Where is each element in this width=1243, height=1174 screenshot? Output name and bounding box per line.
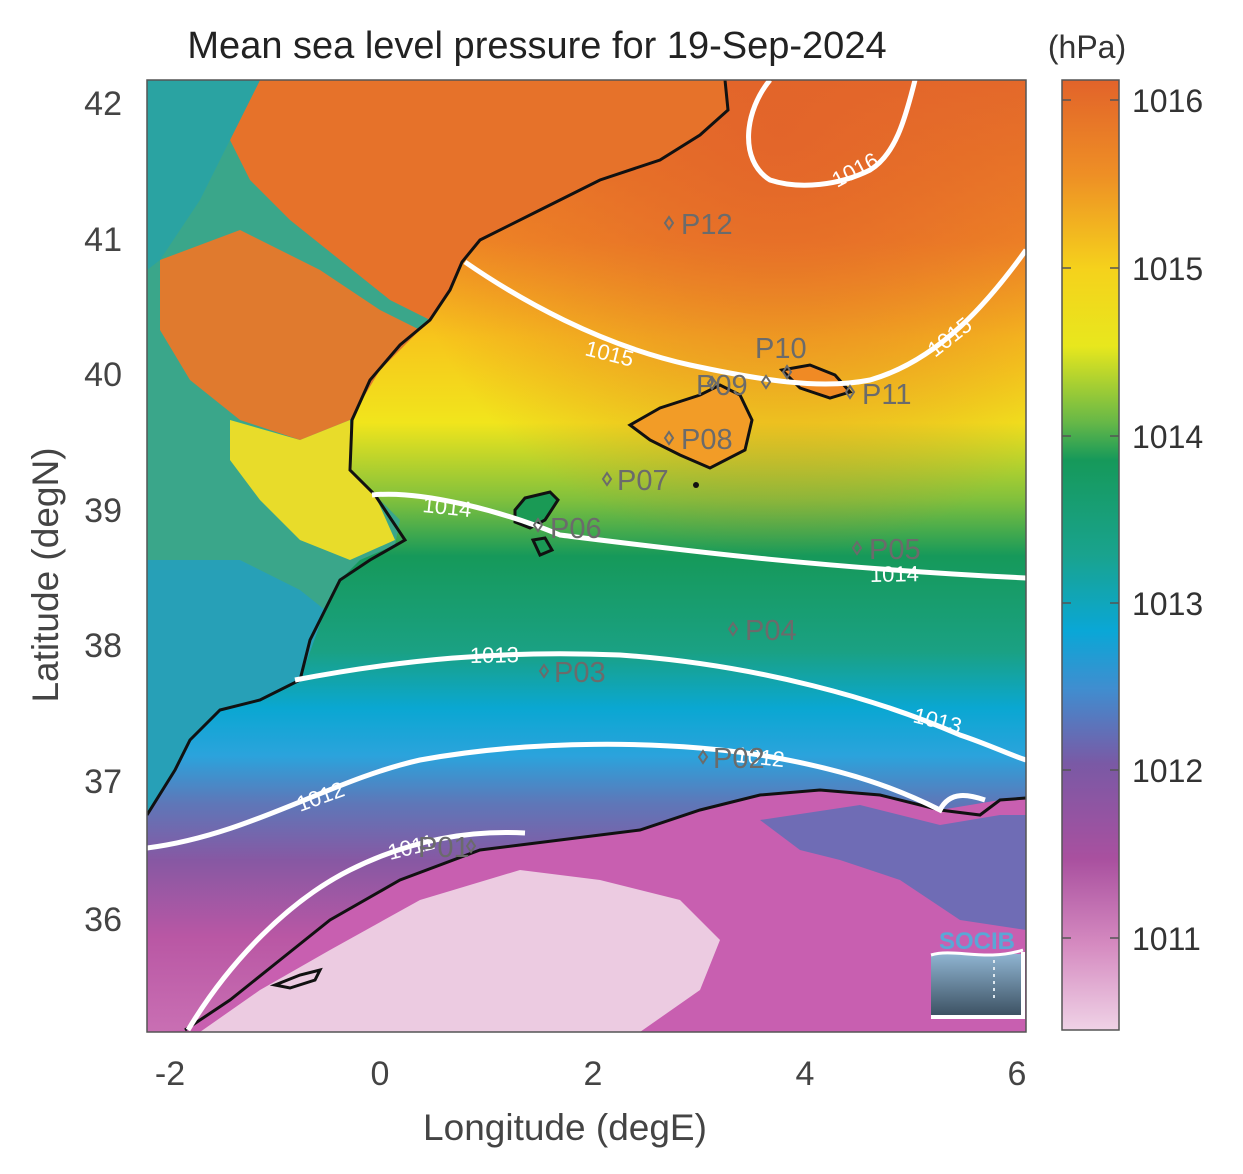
station-marker-p09 bbox=[706, 375, 718, 391]
x-tick-label: 4 bbox=[796, 1055, 815, 1093]
y-tick-label: 37 bbox=[84, 763, 122, 801]
colorbar-tick-label: 1013 bbox=[1132, 586, 1203, 622]
contour-1011 bbox=[185, 830, 526, 1032]
y-tick-label: 40 bbox=[84, 356, 122, 394]
coastline-iberia bbox=[147, 80, 730, 816]
contour-label-1012b: 1012 bbox=[734, 742, 785, 772]
station-marker-p11 bbox=[844, 384, 856, 400]
station-marker-p08 bbox=[663, 430, 675, 446]
station-label-p05: P05 bbox=[869, 534, 921, 566]
station-marker-p01 bbox=[465, 838, 477, 854]
contour-1013 bbox=[294, 651, 1026, 763]
land-africa-east bbox=[760, 805, 1026, 930]
island-cabrera bbox=[693, 482, 699, 488]
station-label-p04: P04 bbox=[745, 615, 797, 647]
y-tick-label: 39 bbox=[84, 492, 122, 530]
contour-label-1014b: 1014 bbox=[870, 561, 919, 587]
chart-title: Mean sea level pressure for 19-Sep-2024 bbox=[187, 25, 886, 67]
colorbar-tick-label: 1015 bbox=[1132, 251, 1203, 287]
contour-1014 bbox=[371, 491, 1026, 581]
y-tick-label: 42 bbox=[84, 85, 122, 123]
plot-frame bbox=[146, 79, 1027, 1033]
station-label-p12: P12 bbox=[681, 209, 733, 241]
station-marker-p12 bbox=[663, 215, 675, 231]
y-tick-label: 41 bbox=[84, 221, 122, 259]
coastline-africa bbox=[184, 788, 1026, 1032]
station-label-p11: P11 bbox=[862, 379, 911, 411]
contour-1015 bbox=[463, 248, 1026, 387]
station-label-p09: P09 bbox=[696, 370, 748, 402]
logo-text: SOCIB bbox=[939, 928, 1015, 955]
colorbar-tick-label: 1012 bbox=[1132, 753, 1203, 789]
y-tick-label: 36 bbox=[84, 901, 122, 939]
x-tick-label: 6 bbox=[1008, 1055, 1027, 1093]
station-markers bbox=[465, 215, 863, 854]
colorbar-tick-label: 1014 bbox=[1132, 419, 1203, 455]
colorbar-tick-label: 1011 bbox=[1132, 921, 1201, 957]
socib-logo: SOCIB bbox=[930, 928, 1025, 1019]
land-iberia-west bbox=[147, 80, 260, 270]
colorbar: (hPa) 1011 1012 1013 1014 1015 1016 bbox=[1048, 29, 1203, 1031]
x-tick-label: 2 bbox=[584, 1055, 603, 1093]
contour-1012 bbox=[147, 741, 986, 851]
station-marker-p06 bbox=[532, 517, 544, 533]
contour-label-1013a: 1013 bbox=[470, 642, 519, 668]
station-label-p06: P06 bbox=[550, 513, 602, 545]
station-label-p08: P08 bbox=[681, 424, 733, 456]
station-label-p01: P01 bbox=[418, 832, 470, 864]
station-marker-p05 bbox=[851, 540, 863, 556]
land-iberia-plateau bbox=[160, 230, 420, 440]
station-marker-p10 bbox=[760, 374, 772, 390]
map-plot-area: 1016 1015 1015 1014 1014 1013 1013 1012 … bbox=[147, 80, 1026, 1032]
y-axis-label: Latitude (degN) bbox=[25, 447, 66, 702]
island-formentera bbox=[530, 536, 555, 557]
coastline-alboran-island bbox=[269, 967, 323, 990]
station-label-p07: P07 bbox=[617, 465, 669, 497]
colorbar-tick-label: 1016 bbox=[1132, 83, 1203, 119]
x-axis: -2 0 2 4 6 Longitude (degE) bbox=[155, 1055, 1027, 1148]
y-tick-label: 38 bbox=[84, 627, 122, 665]
station-marker-p03 bbox=[538, 663, 550, 679]
station-label-p03: P03 bbox=[554, 657, 606, 689]
y-axis: 36 37 38 39 40 41 42 Latitude (degN) bbox=[25, 85, 122, 939]
colorbar-scale bbox=[1061, 79, 1120, 1031]
x-tick-label: 0 bbox=[371, 1055, 390, 1093]
land-africa-interior bbox=[200, 870, 720, 1032]
island-mallorca bbox=[627, 383, 754, 470]
station-marker-p07 bbox=[601, 471, 613, 487]
colorbar-unit: (hPa) bbox=[1048, 29, 1126, 65]
contour-1016 bbox=[746, 80, 918, 188]
land-iberia-mid bbox=[230, 420, 395, 560]
x-tick-label: -2 bbox=[155, 1055, 185, 1093]
station-marker-p10b bbox=[781, 364, 793, 380]
station-label-p02: P02 bbox=[713, 743, 765, 775]
station-marker-p04 bbox=[727, 621, 739, 637]
x-axis-label: Longitude (degE) bbox=[423, 1107, 707, 1148]
station-marker-p02 bbox=[697, 749, 709, 765]
contour-label-1014a: 1014 bbox=[421, 492, 472, 522]
land-iberia-north bbox=[230, 80, 728, 320]
land-iberia-south bbox=[147, 560, 325, 815]
station-label-p10: P10 bbox=[755, 333, 807, 365]
island-ibiza bbox=[513, 490, 560, 530]
